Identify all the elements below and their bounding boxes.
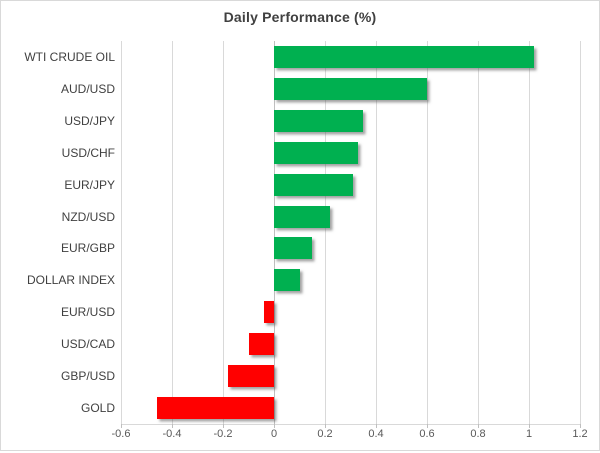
- category-axis-labels: WTI CRUDE OIL AUD/USD USD/JPY USD/CHF EUR/JP…: [1, 41, 115, 424]
- x-tick-label: 0.4: [368, 428, 384, 440]
- plot-area: -0.6 -0.4 -0.2 0 0.2 0.4 0.6 0.8 1 1.2: [112, 41, 588, 440]
- x-axis-tick: [426, 424, 428, 428]
- category-label-nzd-usd: NZD/USD: [61, 209, 115, 224]
- category-label-aud-usd: AUD/USD: [60, 81, 115, 96]
- x-axis-tick: [579, 424, 581, 428]
- x-axis-tick: [477, 424, 479, 428]
- x-axis-tick: [273, 424, 275, 428]
- x-tick-label: 0.8: [470, 428, 486, 440]
- chart-title: Daily Performance (%): [223, 9, 377, 25]
- x-axis-tick: [375, 424, 377, 428]
- x-tick-label: 0: [270, 428, 278, 440]
- category-label-usd-chf: USD/CHF: [61, 145, 115, 160]
- category-label-usd-cad: USD/CAD: [60, 337, 115, 352]
- category-label-usd-jpy: USD/JPY: [64, 113, 115, 128]
- bar-usd-jpy: [274, 109, 364, 132]
- gridline: [477, 41, 479, 424]
- bar-dollar-index: [274, 269, 300, 292]
- bar-usd-chf: [274, 141, 359, 164]
- bar-aud-usd: [274, 77, 427, 100]
- x-tick-label: -0.2: [213, 428, 233, 440]
- bar-usd-cad: [248, 333, 274, 356]
- x-axis-tick: [528, 424, 530, 428]
- bar-gold: [156, 397, 274, 420]
- x-tick-label: 1: [525, 428, 533, 440]
- x-axis-tick: [222, 424, 224, 428]
- category-label-dollar-index: DOLLAR INDEX: [26, 273, 115, 288]
- x-tick-label: 1.2: [572, 428, 588, 440]
- bar-gbp-usd: [228, 365, 274, 388]
- gridline: [426, 41, 428, 424]
- x-tick-label: 0.2: [317, 428, 333, 440]
- gridline: [222, 41, 224, 424]
- category-label-gbp-usd: GBP/USD: [60, 369, 115, 384]
- gridline: [120, 41, 122, 424]
- gridline: [171, 41, 173, 424]
- zero-gridline: [273, 41, 275, 424]
- x-tick-label: 0.6: [419, 428, 435, 440]
- x-axis-tick: [324, 424, 326, 428]
- x-tick-label: -0.4: [162, 428, 182, 440]
- category-label-eur-gbp: EUR/GBP: [60, 241, 115, 256]
- bar-eur-gbp: [274, 237, 313, 260]
- bar-eur-jpy: [274, 173, 354, 196]
- gridline: [528, 41, 530, 424]
- gridline: [579, 41, 581, 424]
- x-tick-label: -0.6: [111, 428, 131, 440]
- gridline: [324, 41, 326, 424]
- category-label-eur-usd: EUR/USD: [60, 305, 115, 320]
- category-label-wti-crude-oil: WTI CRUDE OIL: [24, 49, 115, 64]
- bar-nzd-usd: [274, 205, 331, 228]
- x-axis-tick: [171, 424, 173, 428]
- gridline: [375, 41, 377, 424]
- bar-eur-usd: [263, 301, 274, 324]
- x-axis-tick: [120, 424, 122, 428]
- bar-wti-crude-oil: [274, 45, 535, 68]
- category-label-eur-jpy: EUR/JPY: [64, 177, 115, 192]
- category-label-gold: GOLD: [80, 401, 115, 416]
